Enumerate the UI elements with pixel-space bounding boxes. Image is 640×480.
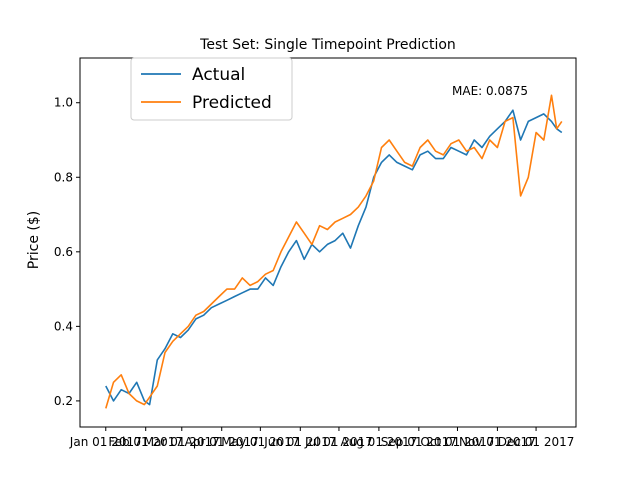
x-tick-label: Apr 01 2017 — [185, 435, 259, 449]
x-tick-label: May 01 2017 — [221, 435, 299, 449]
series-line-predicted — [105, 94, 563, 409]
x-tick-label: Sep 01 2017 — [381, 435, 457, 449]
y-axis-label: Price ($) — [26, 211, 42, 269]
y-tick-label: 0.4 — [54, 319, 73, 333]
x-tick-label: Oct 01 2017 — [420, 435, 494, 449]
x-tick-label: Feb 01 2017 — [108, 435, 183, 449]
legend: Actual Predicted — [130, 57, 293, 121]
x-tick-label: Jun 01 2017 — [263, 435, 336, 449]
x-tick-label: Jan 01 2017 — [69, 435, 142, 449]
y-tick-label: 0.2 — [54, 394, 73, 408]
mae-annotation: MAE: 0.0875 — [452, 84, 528, 98]
x-tick-label: Aug 01 2017 — [340, 435, 417, 449]
axes-frame — [79, 57, 577, 428]
legend-label-actual: Actual — [192, 65, 245, 85]
x-tick-label: Jul 01 2017 — [304, 435, 373, 449]
series-line-actual — [105, 109, 563, 406]
legend-label-predicted: Predicted — [192, 93, 272, 113]
x-tick-label: Mar 01 2017 — [144, 435, 220, 449]
x-tick-label: Nov 01 2017 — [459, 435, 536, 449]
y-tick-label: 1.0 — [54, 96, 73, 110]
y-tick-label: 0.6 — [54, 245, 73, 259]
chart-title: Test Set: Single Timepoint Prediction — [199, 37, 456, 53]
x-tick-label: Dec 01 2017 — [498, 435, 575, 449]
y-tick-label: 0.8 — [54, 170, 73, 184]
